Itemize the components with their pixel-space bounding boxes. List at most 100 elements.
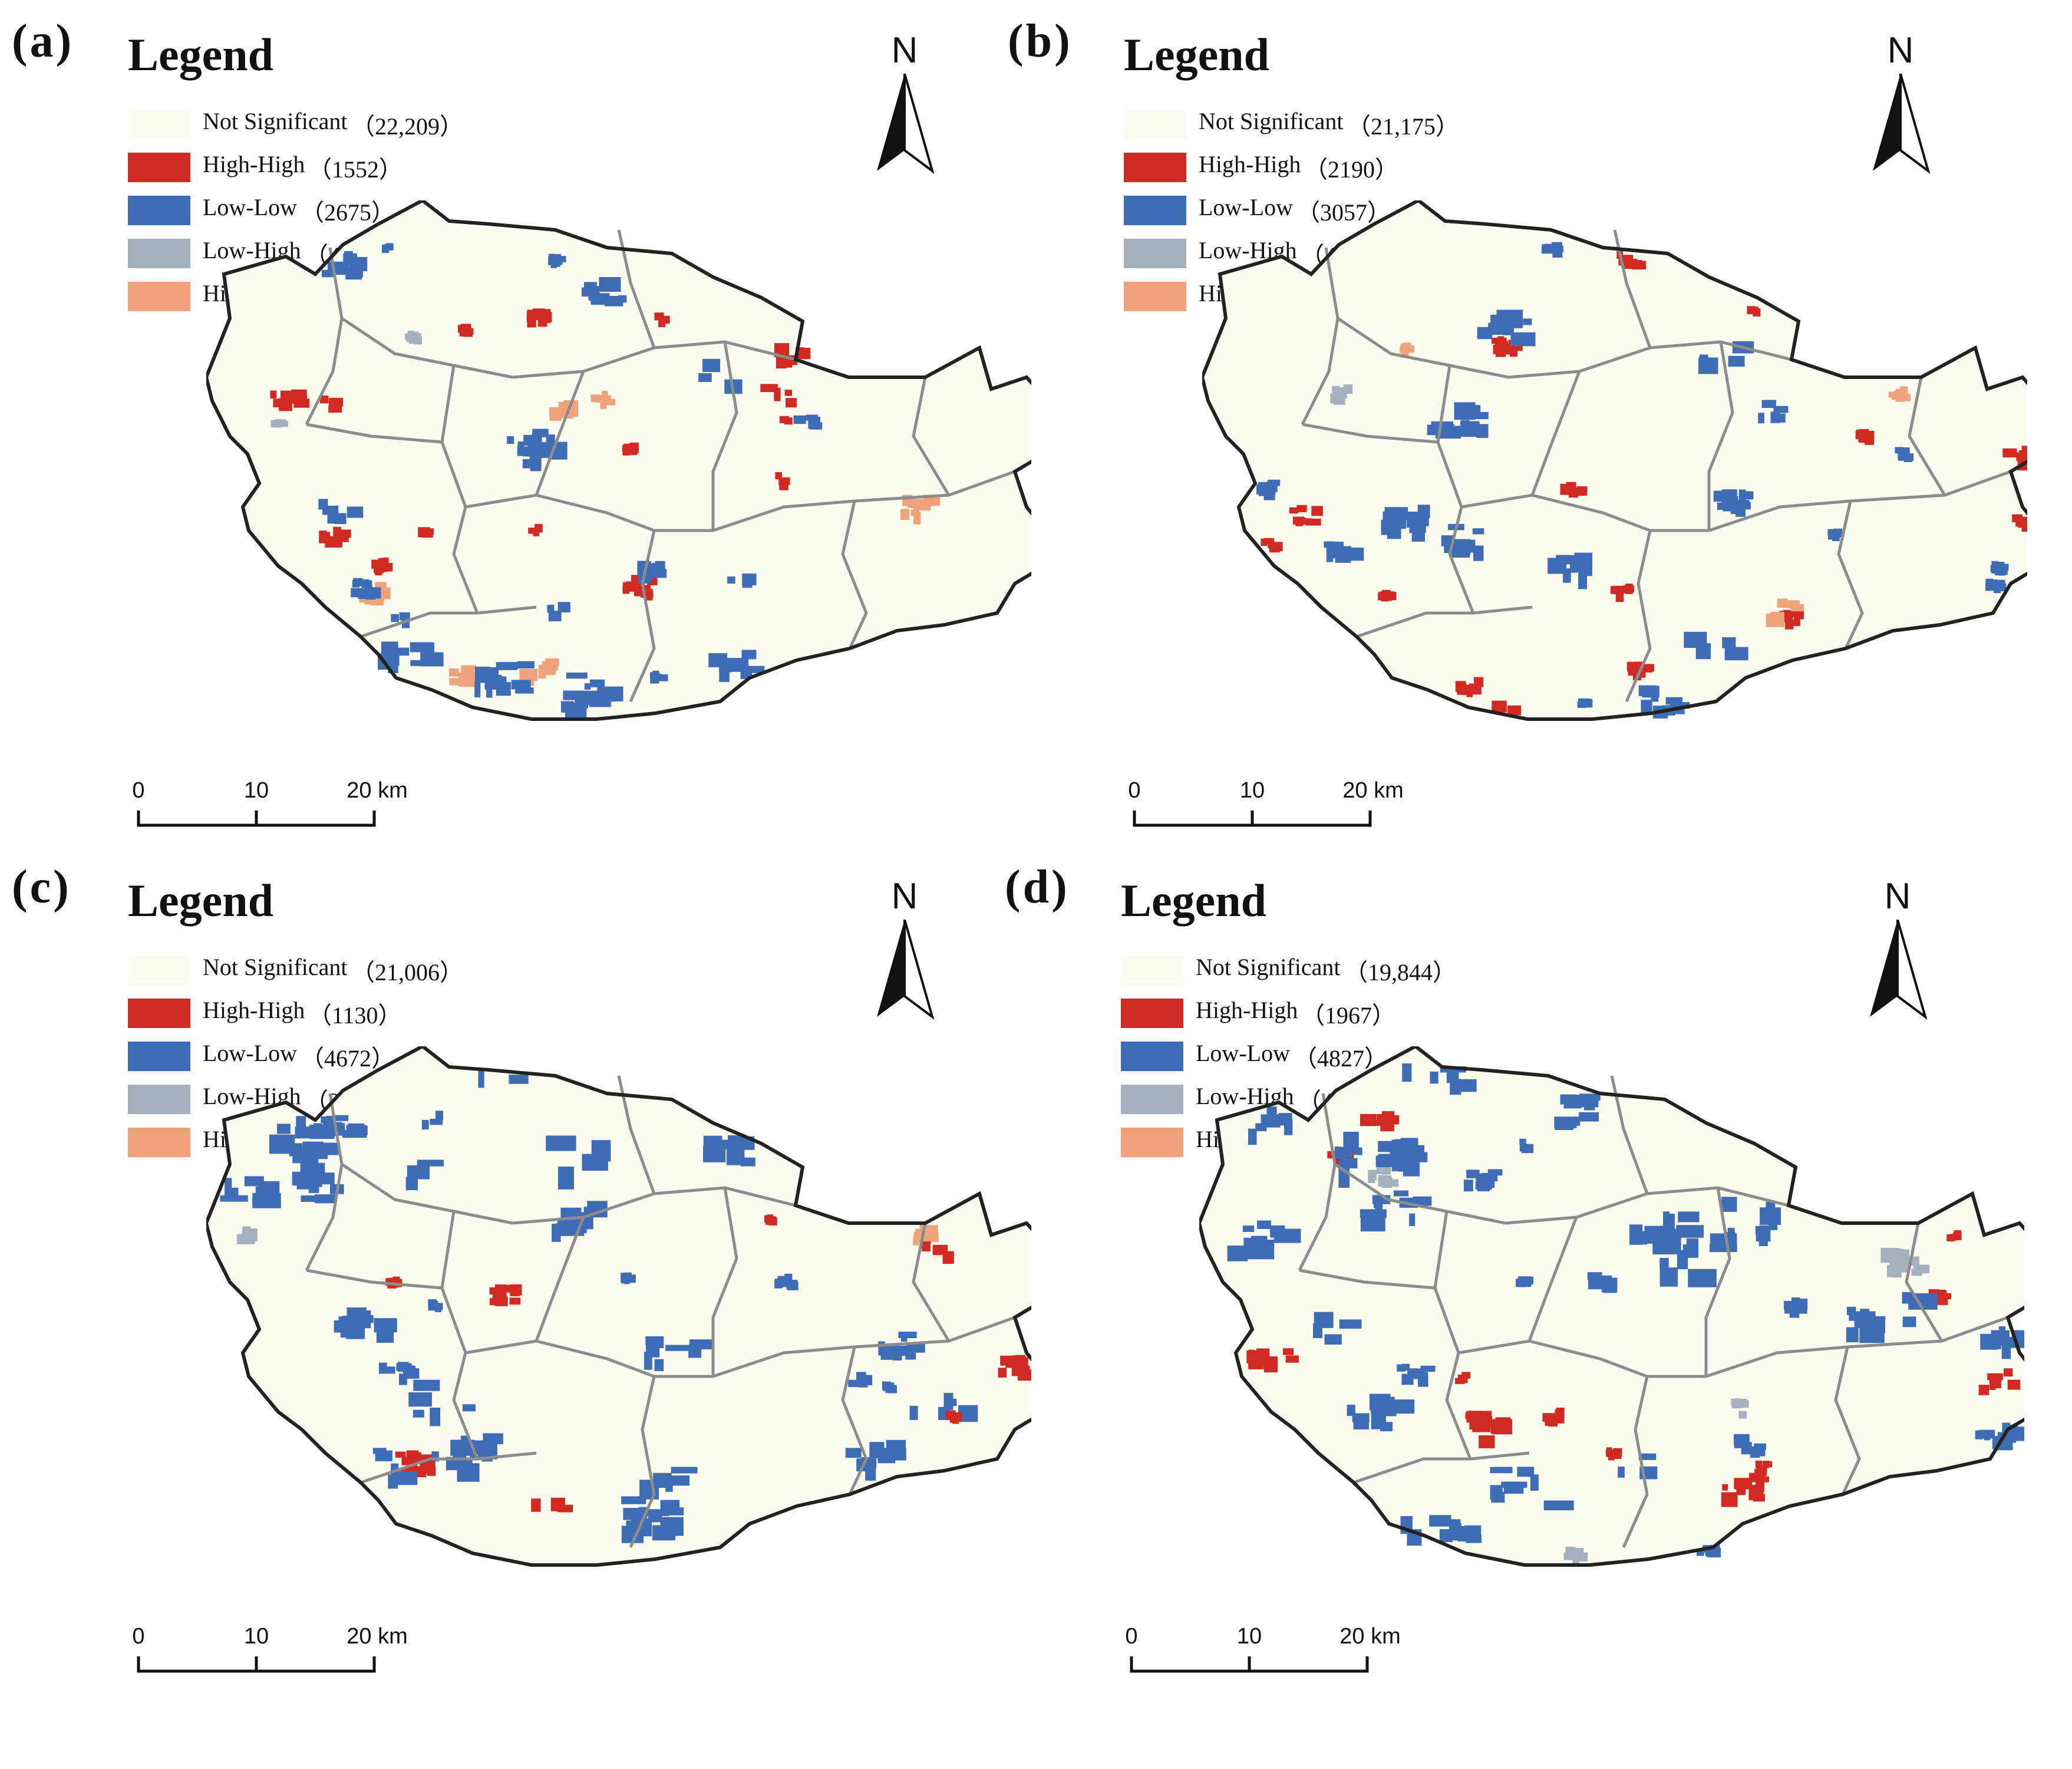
cluster-cell [1738,1411,1747,1419]
cluster-cell [1402,1063,1412,1082]
cluster-cell [347,1319,362,1336]
cluster-cell [1523,318,1532,325]
cluster-cell [795,348,811,360]
cluster-cell [1378,1154,1390,1166]
cluster-cell [1602,1277,1618,1287]
district-boundary [1527,1217,1578,1342]
swatch-low-high [128,1085,190,1114]
scale-tick-label: 0 [1125,1624,1138,1649]
cluster-cell [1682,1244,1697,1254]
cluster-cell [384,244,394,251]
cluster-cell [489,1298,496,1306]
swatch-high-low [128,1128,190,1157]
district-boundary [535,371,585,496]
cluster-cell [1761,400,1776,408]
cluster-cell [1466,1411,1482,1422]
cluster-cell [1724,647,1748,661]
cluster-cell [418,527,430,538]
cluster-cell [1285,1355,1299,1363]
cluster-cell [2002,448,2017,458]
cluster-cell [602,391,608,397]
cluster-cell [880,1448,906,1461]
cluster-cell [1670,702,1690,709]
cluster-cell [1409,1213,1416,1226]
cluster-cell [1621,255,1632,265]
cluster-cell [1560,483,1571,495]
cluster-cell [1296,518,1306,525]
cluster-cell [332,1115,349,1121]
cluster-cell [1387,528,1401,539]
cluster-cell [553,409,566,419]
cluster-cell [355,588,368,595]
cluster-cell [775,472,782,480]
cluster-cell [1466,1170,1480,1178]
cluster-cell [1466,1527,1476,1540]
cluster-cell [1447,1531,1460,1541]
cluster-cell [928,1225,938,1234]
legend-label: High-High [1199,151,1301,177]
cluster-cell [1627,664,1635,672]
legend-count: （1552） [308,156,402,183]
study-area-boundary [206,1046,1031,1567]
cluster-cell [651,673,659,680]
district-boundary [341,317,513,379]
cluster-cell [413,1379,440,1391]
cluster-cell [1344,1148,1352,1158]
cluster-cell [1608,1453,1615,1461]
cluster-cell [760,384,778,393]
legend-count: （1967） [1301,1002,1395,1029]
cluster-cell [532,433,542,446]
cluster-cell [1579,1112,1599,1122]
cluster-cell [322,534,331,541]
cluster-cell [1991,1330,2010,1340]
cluster-cell [726,1149,745,1165]
cluster-cell [1736,1482,1746,1495]
cluster-cell [557,602,570,612]
cluster-cell [1581,1099,1599,1108]
legend-count: （22,209） [351,113,463,140]
cluster-cell [660,1517,684,1536]
cluster-cell [644,1352,652,1370]
cluster-cell [779,416,789,423]
district-boundary [306,1269,443,1290]
cluster-cell [2003,1368,2013,1377]
cluster-cell [1900,389,1908,397]
cluster-cell [1721,1197,1737,1212]
district-boundary [1905,1223,1944,1342]
cluster-cell [408,1392,432,1407]
cluster-cell [1859,1321,1885,1343]
cluster-cell [1402,347,1409,356]
cluster-cell [1738,489,1746,501]
swatch-high-low [1121,1128,1183,1157]
scale-tick-label: 0 [132,1624,145,1649]
cluster-cell [645,1509,669,1516]
cluster-cell [302,1141,324,1158]
legend-title: Legend [128,875,274,926]
cluster-cell [347,506,364,518]
cluster-cell [848,1379,859,1387]
cluster-cell [296,1175,323,1185]
cluster-cell [554,253,562,261]
cluster-cell [1939,1289,1946,1297]
district-boundary [1458,1339,1706,1378]
cluster-cell [1721,1492,1738,1507]
cluster-cell [405,1177,418,1191]
cluster-cell [922,1241,931,1251]
cluster-cell [399,612,410,621]
cluster-cell [2018,453,2025,463]
cluster-cell [1652,1235,1680,1254]
cluster-cell [405,333,414,340]
study-area-boundary [1202,200,2027,721]
cluster-cell [225,1178,232,1197]
cluster-cell [1676,1225,1704,1238]
cluster-cell [413,1409,424,1418]
legend-count: （21,175） [1347,113,1459,140]
cluster-cell [1638,685,1657,696]
cluster-cell [1429,1515,1451,1527]
scale-bar-line [1133,811,1372,827]
cluster-cell [301,1195,316,1202]
cluster-cell [1403,1147,1420,1155]
cluster-cell [435,1111,444,1120]
cluster-cell [1333,393,1341,400]
cluster-cell [1371,1413,1386,1429]
